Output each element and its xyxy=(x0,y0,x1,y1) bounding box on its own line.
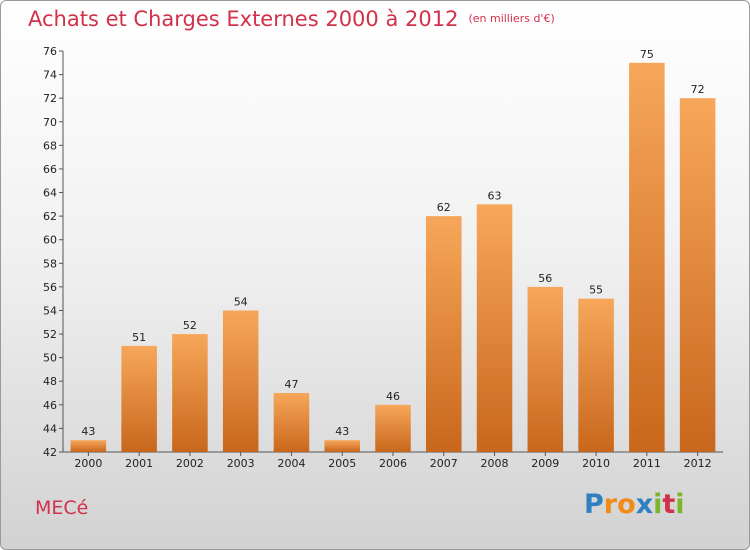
bar xyxy=(222,310,259,452)
x-tick-label: 2001 xyxy=(125,457,153,470)
chart-title: Achats et Charges Externes 2000 à 2012 (e… xyxy=(28,7,555,31)
y-tick-label: 42 xyxy=(43,446,57,459)
logo-letter: P xyxy=(584,489,604,520)
bar-value-label: 72 xyxy=(691,83,705,96)
bar xyxy=(121,345,157,452)
x-tick-label: 2004 xyxy=(277,457,305,470)
y-tick-label: 72 xyxy=(43,92,57,105)
bar xyxy=(324,440,360,452)
y-tick-label: 58 xyxy=(43,257,57,270)
bar-value-label: 54 xyxy=(234,295,248,308)
bar-value-label: 63 xyxy=(488,189,502,202)
bar-value-label: 43 xyxy=(81,425,95,438)
x-tick-label: 2000 xyxy=(74,457,102,470)
chart-subtitle: (en milliers d'€) xyxy=(468,12,555,25)
bar-value-label: 51 xyxy=(132,331,146,344)
x-tick-label: 2012 xyxy=(684,457,712,470)
y-tick-label: 68 xyxy=(43,139,57,152)
bar-value-label: 43 xyxy=(335,425,349,438)
y-tick-label: 60 xyxy=(43,234,57,247)
y-tick-label: 64 xyxy=(43,187,57,200)
commune-name: MECé xyxy=(35,497,89,519)
bar xyxy=(476,204,513,452)
logo-letter: t xyxy=(662,489,676,520)
y-tick-label: 62 xyxy=(43,210,57,223)
bar-value-label: 75 xyxy=(640,48,654,61)
x-tick-label: 2010 xyxy=(582,457,610,470)
y-tick-label: 48 xyxy=(43,375,57,388)
x-tick-label: 2009 xyxy=(531,457,559,470)
y-tick-label: 50 xyxy=(43,352,57,365)
y-tick-label: 76 xyxy=(43,45,57,58)
bar-value-label: 56 xyxy=(538,272,552,285)
logo-letter: r xyxy=(603,489,618,520)
bar xyxy=(273,393,310,452)
bar-value-label: 47 xyxy=(284,378,298,391)
x-tick-label: 2002 xyxy=(176,457,204,470)
bar xyxy=(578,298,614,452)
y-tick-label: 52 xyxy=(43,328,57,341)
bar-value-label: 55 xyxy=(589,284,603,297)
bar-value-label: 52 xyxy=(183,319,197,332)
bar-value-label: 46 xyxy=(386,390,400,403)
logo-letter: o xyxy=(617,489,636,520)
logo-letter: i xyxy=(675,489,685,520)
y-tick-label: 70 xyxy=(43,116,57,129)
logo-letter: x xyxy=(635,489,654,520)
x-tick-label: 2008 xyxy=(481,457,509,470)
bar xyxy=(70,440,107,452)
chart-title-text: Achats et Charges Externes 2000 à 2012 xyxy=(28,7,459,31)
bar xyxy=(679,98,716,453)
bar xyxy=(527,286,564,452)
bar-value-label: 62 xyxy=(437,201,451,214)
chart-bars: 43 51 52 54 47 43 46 62 63 56 55 75 72 xyxy=(70,48,716,453)
y-tick-label: 46 xyxy=(43,399,57,412)
bar xyxy=(375,404,411,452)
bar xyxy=(172,334,208,452)
bar xyxy=(629,62,665,452)
logo-letter: i xyxy=(653,489,663,520)
x-tick-label: 2011 xyxy=(633,457,661,470)
proxiti-logo[interactable]: Proxiti xyxy=(584,489,685,520)
x-tick-label: 2003 xyxy=(227,457,255,470)
x-tick-label: 2005 xyxy=(328,457,356,470)
y-tick-label: 74 xyxy=(43,69,57,82)
y-tick-label: 44 xyxy=(43,422,57,435)
x-tick-label: 2007 xyxy=(430,457,458,470)
x-tick-label: 2006 xyxy=(379,457,407,470)
y-tick-label: 56 xyxy=(43,281,57,294)
y-tick-label: 54 xyxy=(43,304,57,317)
y-tick-label: 66 xyxy=(43,163,57,176)
chart-axes: 42 44 46 48 50 52 54 56 58 60 62 64 66 68 70 72 74 76 2000… xyxy=(43,45,723,470)
bar xyxy=(426,216,462,452)
